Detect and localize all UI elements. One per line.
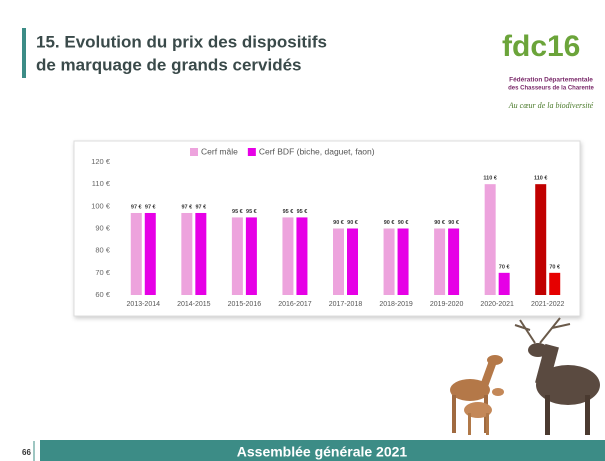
- data-label: 110 €: [534, 176, 547, 182]
- legend-label: Cerf mâle: [201, 146, 238, 156]
- legend-swatch: [190, 148, 198, 156]
- logo-org: des Chasseurs de la Charente: [508, 86, 594, 92]
- data-label: 97 €: [131, 204, 142, 210]
- x-tick-label: 2015-2016: [228, 301, 262, 308]
- y-tick-label: 110 €: [92, 179, 111, 188]
- x-tick-label: 2020-2021: [480, 301, 514, 308]
- x-tick-label: 2019-2020: [430, 301, 464, 308]
- x-tick-label: 2017-2018: [329, 301, 363, 308]
- data-label: 90 €: [333, 220, 344, 226]
- bar: [144, 212, 156, 295]
- bar: [498, 272, 510, 295]
- footer-text: Assemblée générale 2021: [237, 444, 408, 460]
- data-label: 90 €: [434, 220, 445, 226]
- chart: 60 € 70 € 80 € 90 € 100 € 110 € 120 € Cerf mâle…: [91, 146, 564, 308]
- slide-title-line: 15. Evolution du prix des dispositifs: [36, 32, 327, 51]
- y-tick-label: 70 €: [95, 268, 110, 277]
- bar: [333, 228, 344, 295]
- bar: [195, 212, 207, 295]
- bar: [549, 272, 561, 295]
- bar: [231, 217, 243, 295]
- data-label: 97 €: [145, 204, 156, 210]
- data-label: 70 €: [549, 264, 560, 270]
- x-tick-label: 2013-2014: [127, 301, 161, 308]
- x-tick-label: 2021-2022: [531, 301, 565, 308]
- data-label: 95 €: [232, 209, 243, 215]
- y-tick-label: 90 €: [95, 223, 110, 232]
- y-tick-label: 120 €: [91, 157, 111, 166]
- bar: [397, 228, 409, 295]
- data-label: 110 €: [483, 176, 496, 182]
- y-tick-label: 100 €: [91, 201, 111, 210]
- data-label: 95 €: [246, 209, 257, 215]
- bar: [296, 217, 308, 295]
- data-label: 97 €: [195, 204, 206, 210]
- data-label: 95 €: [297, 209, 308, 215]
- logo-org: Fédération Départementale: [509, 77, 593, 84]
- page-number: 66: [22, 448, 31, 457]
- y-tick-label: 60 €: [95, 290, 110, 299]
- deer-illustration: [450, 317, 600, 435]
- title-accent: [22, 28, 26, 78]
- bar: [282, 217, 294, 295]
- data-label: 95 €: [283, 209, 294, 215]
- x-tick-label: 2016-2017: [278, 301, 312, 308]
- y-tick-label: 80 €: [95, 246, 110, 255]
- data-label: 90 €: [398, 220, 409, 226]
- data-label: 70 €: [499, 264, 510, 270]
- bar: [347, 228, 358, 295]
- bar: [181, 212, 193, 295]
- data-label: 97 €: [181, 204, 192, 210]
- x-tick-label: 2018-2019: [379, 301, 413, 308]
- legend-swatch: [247, 148, 256, 156]
- logo-mark: fdc16: [502, 30, 580, 63]
- bar: [484, 184, 496, 295]
- bar: [448, 228, 460, 295]
- data-label: 90 €: [448, 220, 459, 226]
- footer-bar: [40, 440, 605, 461]
- data-label: 90 €: [384, 220, 395, 226]
- bar: [130, 212, 142, 295]
- x-tick-label: 2014-2015: [177, 301, 211, 308]
- bar: [245, 217, 257, 295]
- bar: [535, 184, 547, 295]
- logo-tagline: Au cœur de la biodiversité: [508, 101, 594, 110]
- bar: [383, 228, 395, 295]
- bar: [434, 228, 446, 295]
- slide-title-line: de marquage de grands cervidés: [36, 55, 302, 74]
- legend-label: Cerf BDF (biche, daguet, faon): [259, 146, 375, 156]
- data-label: 90 €: [347, 220, 358, 226]
